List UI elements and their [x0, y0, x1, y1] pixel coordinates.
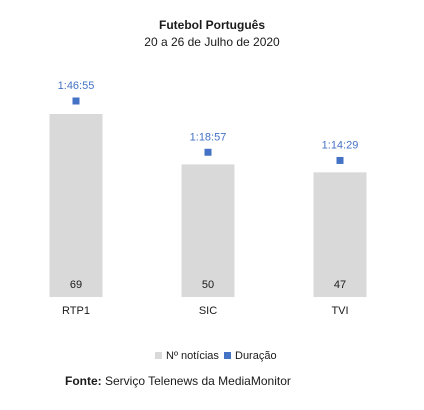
legend-label-noticias: Nº notícias [166, 350, 219, 362]
source-note: Fonte: Serviço Telenews da MediaMonitor [65, 374, 291, 388]
bar-value-label: 69 [70, 279, 82, 291]
bar-value-label: 47 [334, 279, 346, 291]
duration-marker-sic [204, 148, 212, 156]
source-label: Fonte: [65, 374, 102, 388]
bar-sic [181, 164, 235, 297]
legend: Nº notícias Duração [155, 350, 277, 362]
duration-label: 1:46:55 [58, 80, 95, 92]
category-label: TVI [331, 305, 348, 317]
legend-label-duracao: Duração [235, 350, 277, 362]
category-label: SIC [199, 305, 217, 317]
legend-swatch-noticias [155, 352, 162, 359]
bar-rtp1 [49, 114, 103, 297]
bar-value-label: 50 [202, 279, 214, 291]
source-text: Serviço Telenews da MediaMonitor [101, 374, 291, 388]
category-label: RTP1 [62, 305, 90, 317]
chart-subtitle: 20 a 26 de Julho de 2020 [144, 35, 280, 49]
duration-marker-rtp1 [72, 97, 80, 105]
duration-label: 1:18:57 [190, 131, 227, 143]
legend-swatch-duracao [224, 352, 231, 359]
bar-tvi [313, 172, 367, 297]
duration-label: 1:14:29 [322, 139, 359, 151]
chart-title: Futebol Português [159, 18, 265, 32]
plot-area: 69 RTP1 1:46:55 50 SIC 1:18:57 47 TVI 1:14:29 [49, 80, 367, 317]
duration-marker-tvi [336, 156, 344, 164]
